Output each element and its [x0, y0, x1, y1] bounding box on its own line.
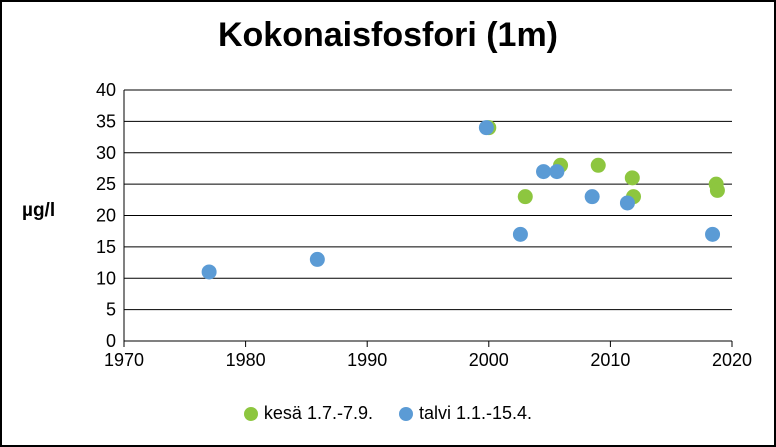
legend-marker-talvi — [399, 406, 413, 421]
legend-marker-kesa — [243, 406, 258, 421]
data-point-series1-7 — [619, 195, 635, 211]
x-tick-labels: 1970 1980 1990 2000 2010 2020 — [104, 350, 752, 370]
x-tick-label-2000: 2000 — [469, 350, 509, 370]
y-axis-label: µg/l — [22, 200, 56, 221]
x-tick-label-1980: 1980 — [226, 350, 266, 370]
gridlines — [124, 89, 732, 311]
data-point-series1-1 — [309, 251, 325, 267]
y-tick-label-35: 35 — [96, 111, 116, 131]
y-tick-label-5: 5 — [106, 300, 116, 320]
y-tick-label-10: 10 — [96, 268, 116, 288]
data-point-series1-0 — [201, 264, 217, 280]
legend: kesä 1.7.-7.9. talvi 1.1.-15.4. — [2, 403, 774, 424]
legend-item-talvi: talvi 1.1.-15.4. — [399, 403, 532, 424]
axes — [123, 90, 733, 347]
y-tick-label-25: 25 — [96, 174, 116, 194]
data-point-series1-4 — [536, 164, 552, 180]
legend-label-kesa: kesä 1.7.-7.9. — [263, 403, 373, 423]
y-tick-label-40: 40 — [96, 80, 116, 100]
data-points — [201, 120, 725, 280]
data-point-series0-4 — [624, 170, 640, 186]
legend-item-kesa: kesä 1.7.-7.9. — [243, 403, 373, 424]
y-tick-label-15: 15 — [96, 237, 116, 257]
x-tick-label-1970: 1970 — [104, 350, 144, 370]
data-point-series1-5 — [549, 164, 565, 180]
y-tick-labels: 0 5 10 15 20 25 30 35 40 — [96, 80, 116, 351]
data-point-series1-8 — [705, 226, 721, 242]
x-tick-label-1990: 1990 — [347, 350, 387, 370]
data-point-series0-3 — [590, 157, 606, 173]
data-point-series1-3 — [512, 226, 528, 242]
y-tick-label-30: 30 — [96, 143, 116, 163]
data-point-series0-7 — [709, 182, 725, 198]
x-tick-label-2020: 2020 — [712, 350, 752, 370]
data-point-series0-1 — [517, 189, 533, 205]
y-tick-label-0: 0 — [106, 331, 116, 351]
x-tick-label-2010: 2010 — [590, 350, 630, 370]
data-point-series1-2 — [478, 120, 494, 136]
legend-label-talvi: talvi 1.1.-15.4. — [419, 403, 533, 423]
chart-title: Kokonaisfosfori (1m) — [217, 16, 559, 54]
y-tick-label-20: 20 — [96, 206, 116, 226]
data-point-series1-6 — [584, 189, 600, 205]
